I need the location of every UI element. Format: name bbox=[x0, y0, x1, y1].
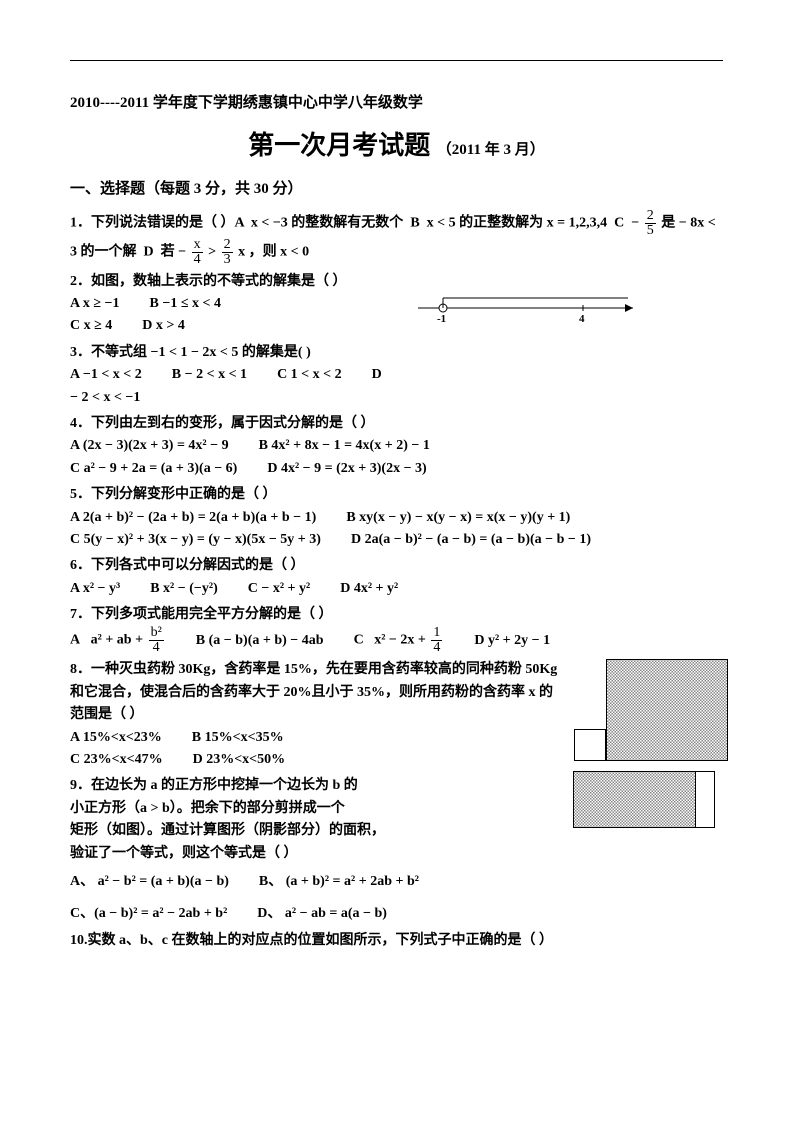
q9-C: C、(a − b)² = a² − 2ab + b² bbox=[70, 903, 227, 925]
q2: 2．如图，数轴上表示的不等式的解集是（ ） -1 4 A x ≥ −1 B −1… bbox=[70, 271, 723, 338]
q4-stem: 4．下列由左到右的变形，属于因式分解的是（ ） bbox=[70, 413, 723, 435]
nl-left: -1 bbox=[437, 311, 446, 329]
figure-rect-cut bbox=[695, 771, 715, 828]
header-rule bbox=[70, 60, 723, 61]
q5-A: A 2(a + b)² − (2a + b) = 2(a + b)(a + b … bbox=[70, 507, 316, 529]
figure-small-square bbox=[574, 729, 606, 761]
q4-D: D 4x² − 9 = (2x + 3)(2x − 3) bbox=[267, 458, 426, 480]
q8-C: C 23%<x<47% bbox=[70, 749, 163, 771]
header-subtitle: 2010----2011 学年度下学期绣惠镇中心中学八年级数学 bbox=[70, 91, 723, 115]
q1: 1．下列说法错误的是（ ）A x < −3 的整数解有无数个 B x < 5 的… bbox=[70, 209, 723, 267]
q1-D-mid: > bbox=[208, 244, 216, 259]
q8-D: D 23%<x<50% bbox=[193, 749, 286, 771]
q1-B-label: B bbox=[410, 215, 419, 230]
q7-B: B (a − b)(a + b) − 4ab bbox=[196, 630, 324, 652]
q4-B: B 4x² + 8x − 1 = 4x(x + 2) − 1 bbox=[259, 435, 430, 457]
q2-numberline: -1 4 bbox=[413, 293, 643, 333]
q6-D: D 4x² + y² bbox=[340, 578, 398, 600]
title-main: 第一次月考试题 bbox=[248, 131, 430, 160]
q1-D-post: x ，则 x < 0 bbox=[238, 244, 309, 259]
section1-title: 一、选择题（每题 3 分，共 30 分） bbox=[70, 177, 723, 201]
q4-A: A (2x − 3)(2x + 3) = 4x² − 9 bbox=[70, 435, 229, 457]
q4-C: C a² − 9 + 2a = (a + 3)(a − 6) bbox=[70, 458, 237, 480]
q6-B: B x² − (−y²) bbox=[150, 578, 218, 600]
q7: 7．下列多项式能用完全平方分解的是（ ） A a² + ab + b² 4 B … bbox=[70, 604, 723, 655]
q3-C: C 1 < x < 2 bbox=[277, 364, 342, 386]
main-title: 第一次月考试题 （2011 年 3 月） bbox=[70, 125, 723, 167]
title-sub: （2011 年 3 月） bbox=[437, 142, 545, 158]
q6-A: A x² − y³ bbox=[70, 578, 120, 600]
q2-A: A x ≥ −1 bbox=[70, 293, 120, 315]
q7-C: C x² − 2x + 1 4 bbox=[354, 626, 445, 655]
q10: 10.实数 a、b、c 在数轴上的对应点的位置如图所示，下列式子中正确的是（ ） bbox=[70, 930, 723, 952]
q1-D-frac2: 2 3 bbox=[222, 238, 233, 267]
q1-D-frac1: x 4 bbox=[192, 238, 203, 267]
q2-stem: 2．如图，数轴上表示的不等式的解集是（ ） bbox=[70, 271, 723, 293]
q3: 3．不等式组 −1 < 1 − 2x < 5 的解集是( ) A −1 < x … bbox=[70, 342, 723, 409]
q5-C: C 5(y − x)² + 3(x − y) = (y − x)(5x − 5y… bbox=[70, 529, 321, 551]
q1-B: x < 5 的正整数解为 x = 1,2,3,4 bbox=[427, 215, 607, 230]
q7-D: D y² + 2y − 1 bbox=[474, 630, 550, 652]
q3-D2: − 2 < x < −1 bbox=[70, 387, 723, 409]
q1-D-label: D bbox=[144, 244, 154, 259]
q1-C-frac: 2 5 bbox=[645, 209, 656, 238]
q1-C-label: C bbox=[614, 215, 624, 230]
q6-stem: 6．下列各式中可以分解因式的是（ ） bbox=[70, 555, 723, 577]
q9-figure bbox=[573, 659, 723, 828]
figure-rect bbox=[573, 771, 715, 828]
q5-B: B xy(x − y) − x(y − x) = x(x − y)(y + 1) bbox=[346, 507, 570, 529]
q1-D-pre: 若 − bbox=[161, 244, 186, 259]
q9-A: A、 a² − b² = (a + b)(a − b) bbox=[70, 871, 229, 893]
q9-D: D、 a² − ab = a(a − b) bbox=[257, 903, 387, 925]
q5-stem: 5．下列分解变形中正确的是（ ） bbox=[70, 484, 723, 506]
numberline-svg bbox=[413, 293, 643, 333]
q5-D: D 2a(a − b)² − (a − b) = (a − b)(a − b −… bbox=[351, 529, 591, 551]
q1-A: x < −3 的整数解有无数个 bbox=[251, 215, 403, 230]
q1-stem-b: ）A bbox=[221, 215, 244, 230]
q3-stem: 3．不等式组 −1 < 1 − 2x < 5 的解集是( ) bbox=[70, 342, 723, 364]
q6-C: C − x² + y² bbox=[248, 578, 310, 600]
q9-B: B、 (a + b)² = a² + 2ab + b² bbox=[259, 871, 419, 893]
q3-D: D bbox=[372, 364, 382, 386]
q3-B: B − 2 < x < 1 bbox=[172, 364, 247, 386]
q6: 6．下列各式中可以分解因式的是（ ） A x² − y³ B x² − (−y²… bbox=[70, 555, 723, 600]
q1-stem-a: 1．下列说法错误的是（ bbox=[70, 215, 217, 230]
q8-B: B 15%<x<35% bbox=[192, 727, 284, 749]
q1-C-pre: − bbox=[631, 215, 639, 230]
nl-right: 4 bbox=[579, 311, 585, 329]
q2-C: C x ≥ 4 bbox=[70, 315, 112, 337]
q8-A: A 15%<x<23% bbox=[70, 727, 162, 749]
figure-square bbox=[606, 659, 728, 761]
q8: 8．一种灭虫药粉 30Kg，含药率是 15%，先在要用含药率较高的同种药粉 50… bbox=[70, 659, 723, 771]
q7-A: A a² + ab + b² 4 bbox=[70, 626, 166, 655]
q2-D: D x > 4 bbox=[142, 315, 185, 337]
q2-B: B −1 ≤ x < 4 bbox=[150, 293, 221, 315]
q4: 4．下列由左到右的变形，属于因式分解的是（ ） A (2x − 3)(2x + … bbox=[70, 413, 723, 480]
q9-l4: 验证了一个等式，则这个等式是（ ） bbox=[70, 843, 723, 865]
q3-A: A −1 < x < 2 bbox=[70, 364, 142, 386]
q7-stem: 7．下列多项式能用完全平方分解的是（ ） bbox=[70, 604, 723, 626]
q5: 5．下列分解变形中正确的是（ ） A 2(a + b)² − (2a + b) … bbox=[70, 484, 723, 551]
q10-stem: 10.实数 a、b、c 在数轴上的对应点的位置如图所示，下列式子中正确的是（ ） bbox=[70, 933, 553, 948]
